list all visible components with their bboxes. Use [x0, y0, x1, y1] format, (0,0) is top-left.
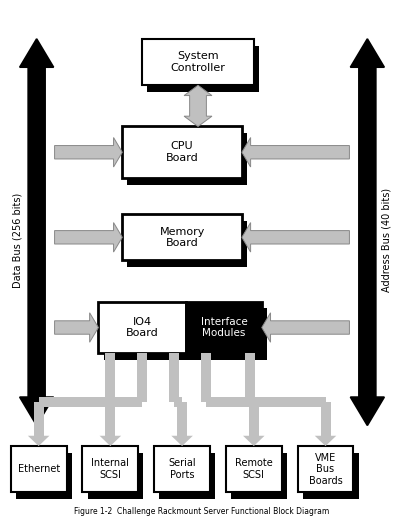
Polygon shape — [350, 39, 384, 426]
Text: CPU
Board: CPU Board — [166, 142, 198, 163]
Bar — [122, 127, 242, 178]
Polygon shape — [55, 313, 99, 342]
Bar — [186, 302, 262, 353]
Text: Serial
Ports: Serial Ports — [168, 458, 196, 480]
Bar — [303, 453, 359, 499]
Polygon shape — [184, 85, 212, 127]
Bar — [88, 453, 143, 499]
Polygon shape — [55, 222, 122, 252]
Text: Data Bus (256 bits): Data Bus (256 bits) — [13, 192, 23, 288]
Bar — [191, 308, 267, 360]
Polygon shape — [28, 436, 49, 446]
Text: Interface
Modules: Interface Modules — [200, 317, 247, 338]
Polygon shape — [315, 436, 336, 446]
Bar — [128, 221, 247, 267]
Polygon shape — [100, 436, 121, 446]
Bar — [103, 308, 191, 360]
Polygon shape — [55, 138, 122, 167]
Bar — [154, 446, 210, 492]
Polygon shape — [243, 436, 265, 446]
Text: Figure 1-2  Challenge Rackmount Server Functional Block Diagram: Figure 1-2 Challenge Rackmount Server Fu… — [74, 506, 330, 516]
Bar — [16, 453, 72, 499]
Text: Internal
SCSI: Internal SCSI — [91, 458, 129, 480]
Text: VME
Bus
Boards: VME Bus Boards — [309, 453, 343, 486]
Bar — [11, 446, 67, 492]
Bar — [231, 453, 287, 499]
Bar — [226, 446, 282, 492]
Bar — [147, 45, 259, 92]
Polygon shape — [262, 313, 349, 342]
Bar — [128, 133, 247, 185]
Text: Memory
Board: Memory Board — [160, 227, 205, 248]
Bar — [99, 302, 186, 353]
Bar — [122, 214, 242, 260]
Text: Remote
SCSI: Remote SCSI — [235, 458, 273, 480]
Polygon shape — [20, 39, 54, 426]
Bar — [159, 453, 215, 499]
Text: System
Controller: System Controller — [170, 51, 225, 73]
Polygon shape — [242, 138, 349, 167]
Text: Ethernet: Ethernet — [17, 464, 60, 474]
Polygon shape — [171, 436, 193, 446]
Bar — [82, 446, 138, 492]
Text: IO4
Board: IO4 Board — [126, 317, 159, 338]
Bar — [142, 39, 254, 85]
Text: Address Bus (40 bits): Address Bus (40 bits) — [381, 188, 391, 292]
Polygon shape — [242, 222, 349, 252]
Bar — [298, 446, 354, 492]
